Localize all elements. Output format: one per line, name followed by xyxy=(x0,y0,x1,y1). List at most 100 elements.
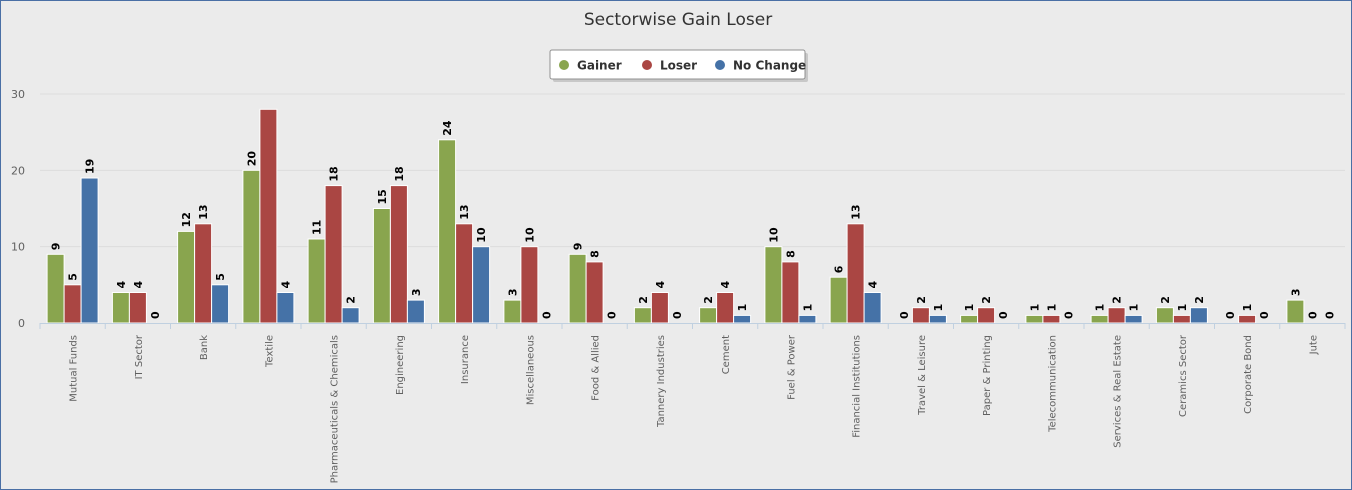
data-label: 2 xyxy=(915,296,928,304)
bar-loser[interactable] xyxy=(1042,314,1061,324)
x-tick-label: Pharmaceuticals & Chemicals xyxy=(330,335,341,483)
data-label: 0 xyxy=(1258,311,1271,319)
legend-item-no-change[interactable]: No Change xyxy=(715,59,806,73)
bar-gainer[interactable] xyxy=(829,276,848,324)
data-label: 1 xyxy=(1045,304,1058,312)
grid xyxy=(40,93,1345,248)
legend-item-gainer[interactable]: Gainer xyxy=(559,59,622,73)
bar-no-change[interactable] xyxy=(1124,314,1143,324)
bar-gainer[interactable] xyxy=(633,307,652,324)
bar-loser[interactable] xyxy=(324,185,343,324)
bar-gainer[interactable] xyxy=(1090,314,1109,324)
bar-no-change[interactable] xyxy=(80,177,99,324)
data-label: 1 xyxy=(1028,304,1041,312)
data-label: 11 xyxy=(311,220,324,235)
data-label: 13 xyxy=(850,204,863,219)
chart-title: Sectorwise Gain Loser xyxy=(584,10,772,30)
bar-gainer[interactable] xyxy=(764,246,783,324)
bar-gainer[interactable] xyxy=(568,253,587,324)
bar-loser[interactable] xyxy=(128,292,147,324)
data-label: 9 xyxy=(572,243,585,251)
bar-gainer[interactable] xyxy=(307,238,326,324)
bar-loser[interactable] xyxy=(585,261,604,324)
data-label: 24 xyxy=(441,120,454,136)
bar-loser[interactable] xyxy=(911,307,930,324)
legend[interactable]: Gainer Loser No Change xyxy=(549,49,808,82)
bar-gainer[interactable] xyxy=(372,208,391,324)
data-label: 1 xyxy=(1128,304,1141,312)
bar-gainer[interactable] xyxy=(699,307,718,324)
bar-loser[interactable] xyxy=(520,246,539,324)
x-tick-label: Engineering xyxy=(395,335,406,395)
bar-no-change[interactable] xyxy=(733,314,752,324)
bar-no-change[interactable] xyxy=(211,284,230,324)
bar-loser[interactable] xyxy=(716,292,735,324)
data-label: 15 xyxy=(376,189,389,204)
data-label: 2 xyxy=(345,296,358,304)
bar-gainer[interactable] xyxy=(960,314,979,324)
x-tick-label: Mutual Funds xyxy=(69,335,80,402)
bar-loser[interactable] xyxy=(1172,314,1191,324)
x-tick-label: Insurance xyxy=(460,335,471,384)
x-tick-label: Ceramics Sector xyxy=(1178,334,1189,417)
bar-gainer[interactable] xyxy=(438,139,457,324)
x-tick-label: Bank xyxy=(199,335,210,360)
bar-loser[interactable] xyxy=(194,223,213,324)
data-label: 4 xyxy=(719,281,732,289)
data-label: 3 xyxy=(1289,288,1302,296)
data-label: 8 xyxy=(784,250,797,258)
data-label: 1 xyxy=(801,304,814,312)
data-label: 1 xyxy=(1176,304,1189,312)
data-label: 3 xyxy=(506,288,519,296)
legend-label: Loser xyxy=(660,59,697,73)
x-axis: Mutual Funds IT Sector Bank Textile Pharmace… xyxy=(39,323,1346,483)
bar-loser[interactable] xyxy=(259,108,278,324)
bar-no-change[interactable] xyxy=(1189,307,1208,324)
y-axis: 0 10 20 30 xyxy=(11,88,25,330)
data-label: 0 xyxy=(149,311,162,319)
bar-no-change[interactable] xyxy=(928,314,947,324)
bar-gainer[interactable] xyxy=(1155,307,1174,324)
data-label: 1 xyxy=(1241,304,1254,312)
bar-gainer[interactable] xyxy=(177,230,196,324)
bar-gainer[interactable] xyxy=(1025,314,1044,324)
bar-loser[interactable] xyxy=(389,185,408,324)
data-label: 13 xyxy=(458,204,471,219)
bar-no-change[interactable] xyxy=(472,246,491,324)
data-label: 2 xyxy=(637,296,650,304)
data-label: 10 xyxy=(767,227,780,243)
bar-loser[interactable] xyxy=(1107,307,1126,324)
bar-no-change[interactable] xyxy=(406,299,425,324)
x-tick-label: Fuel & Power xyxy=(786,334,797,400)
legend-item-loser[interactable]: Loser xyxy=(642,59,697,73)
bar-no-change[interactable] xyxy=(863,292,882,324)
bar-loser[interactable] xyxy=(1238,314,1257,324)
x-tick-label: Textile xyxy=(264,335,275,368)
bar-loser[interactable] xyxy=(781,261,800,324)
bar-loser[interactable] xyxy=(455,223,474,324)
bar-loser[interactable] xyxy=(650,292,669,324)
bar-no-change[interactable] xyxy=(276,292,295,324)
data-label: 4 xyxy=(867,281,880,289)
data-label: 0 xyxy=(1224,311,1237,319)
bar-gainer[interactable] xyxy=(242,169,261,324)
bar-no-change[interactable] xyxy=(341,307,360,324)
bar-loser[interactable] xyxy=(977,307,996,324)
bar-gainer[interactable] xyxy=(46,253,65,324)
x-tick-label: Miscellaneous xyxy=(525,335,536,405)
bar-loser[interactable] xyxy=(846,223,865,324)
data-label: 2 xyxy=(1193,296,1206,304)
x-tick-label: Tannery Industries xyxy=(656,335,667,428)
bar-layer xyxy=(46,108,1305,324)
bar-gainer[interactable] xyxy=(503,299,522,324)
bar-gainer[interactable] xyxy=(111,292,130,324)
data-label: 20 xyxy=(245,151,258,167)
data-label: 8 xyxy=(589,250,602,258)
data-label: 0 xyxy=(1306,311,1319,319)
bar-loser[interactable] xyxy=(63,284,82,324)
data-label: 0 xyxy=(898,311,911,319)
bar-no-change[interactable] xyxy=(798,314,817,324)
bar-gainer[interactable] xyxy=(1286,299,1305,324)
data-label: 0 xyxy=(671,311,684,319)
